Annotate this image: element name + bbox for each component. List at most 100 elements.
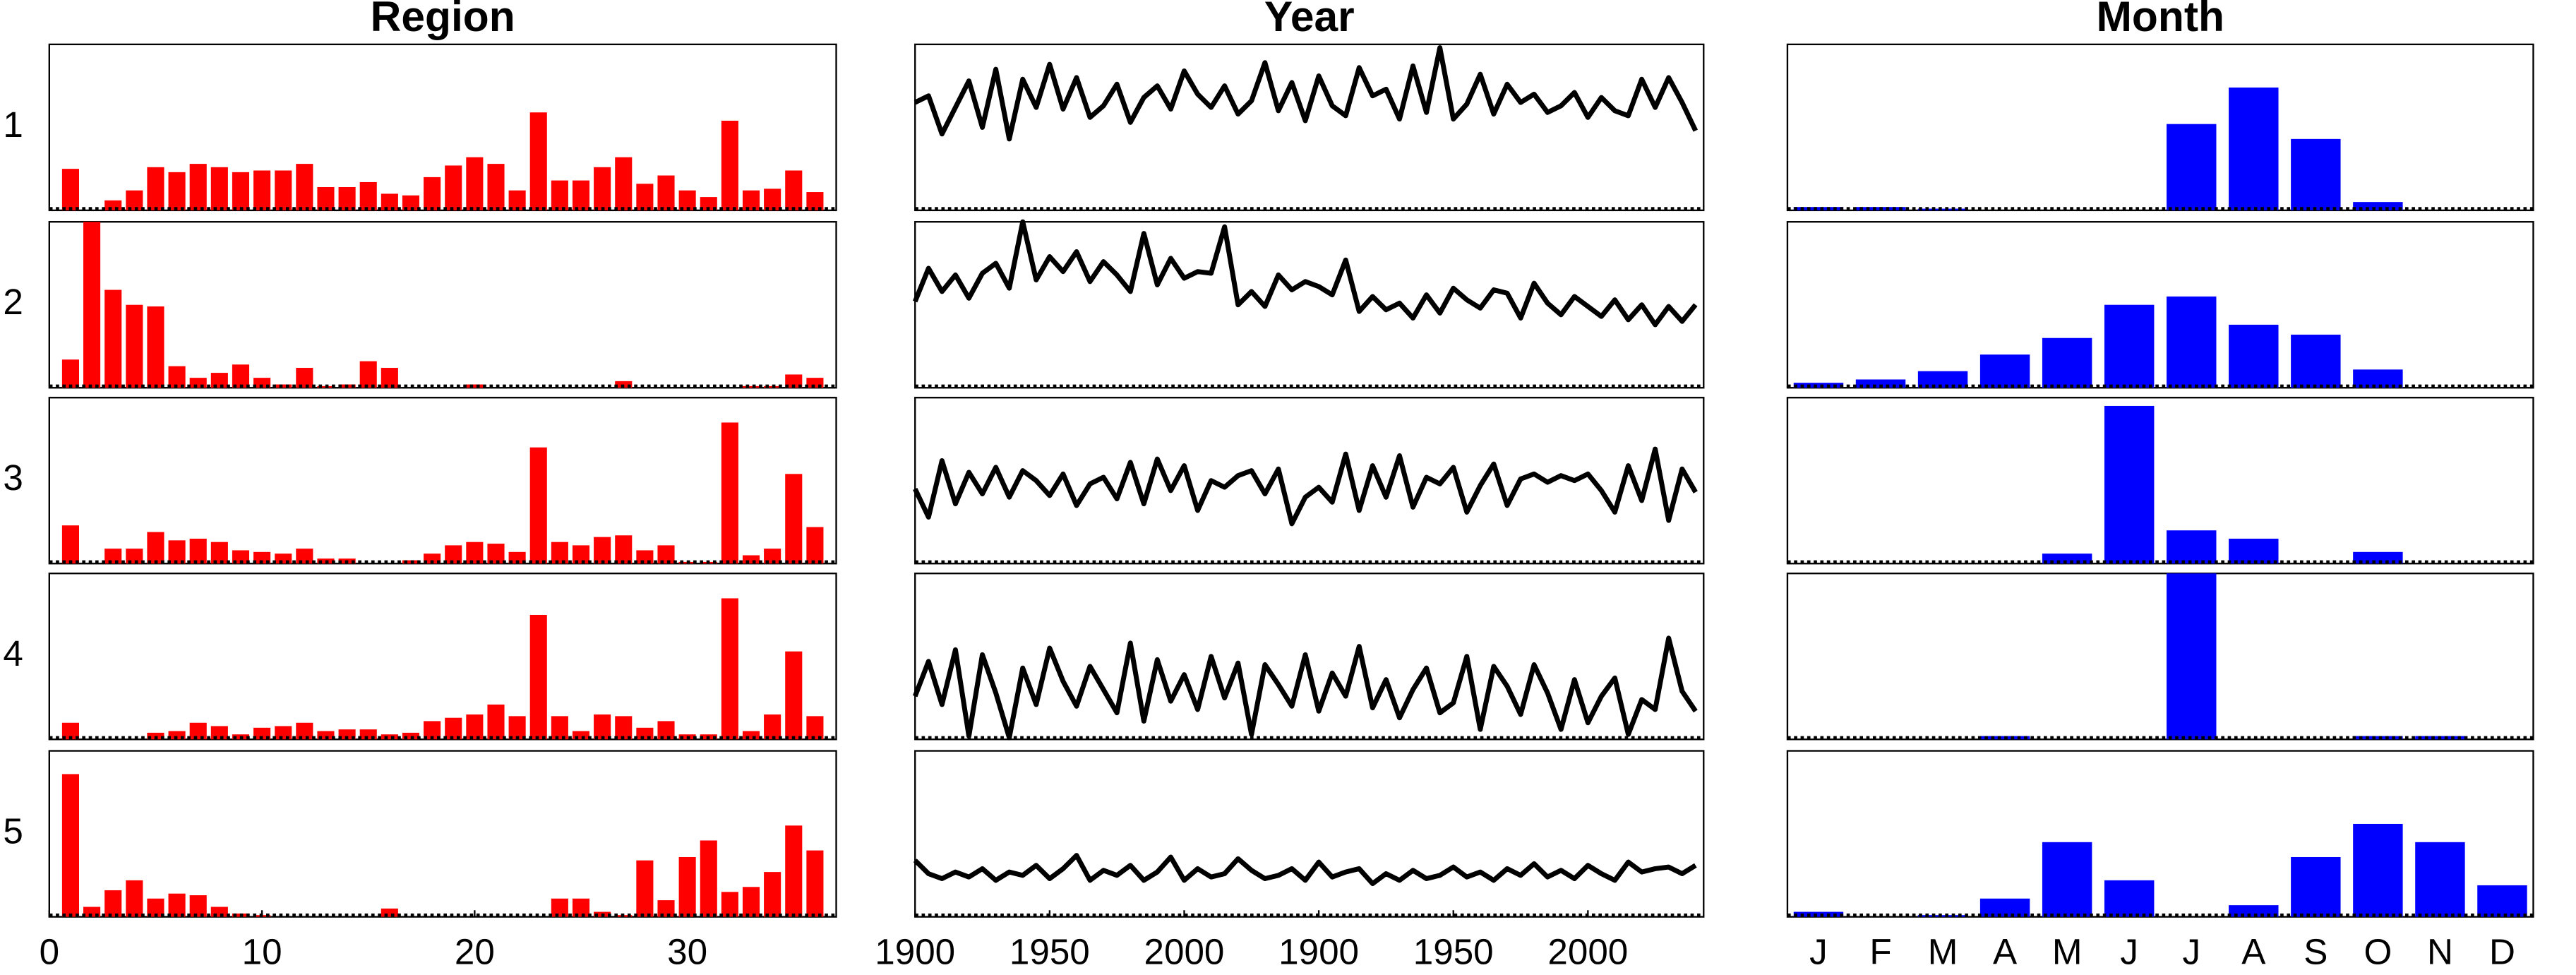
bar <box>529 447 547 564</box>
bar <box>83 222 101 388</box>
bar <box>700 840 717 917</box>
bar <box>2353 736 2403 740</box>
line <box>913 853 1697 887</box>
bar <box>275 554 292 564</box>
x-tick-label: D <box>2489 932 2515 972</box>
bar <box>168 172 186 210</box>
bar <box>402 195 420 210</box>
bar <box>210 726 228 740</box>
bar <box>2104 880 2155 917</box>
bar <box>2167 296 2217 388</box>
panel <box>914 43 1705 212</box>
bar <box>61 525 79 564</box>
bar <box>764 714 781 740</box>
bar <box>104 890 122 917</box>
row-label: 2 <box>3 282 23 322</box>
line <box>912 219 1698 328</box>
bar <box>678 856 696 917</box>
x-tick-label: M <box>1928 932 1958 972</box>
bar <box>1979 354 2030 388</box>
bar <box>742 731 760 740</box>
bar <box>424 554 441 564</box>
x-tick-label: F <box>1869 932 1891 972</box>
bar <box>232 172 250 210</box>
bar <box>1917 371 1968 388</box>
bar <box>1793 911 1844 917</box>
bar <box>657 545 675 564</box>
bar <box>168 366 186 388</box>
bar <box>381 193 398 210</box>
bar <box>232 550 250 564</box>
bar <box>615 716 633 740</box>
bar <box>700 197 717 210</box>
bar <box>296 164 313 210</box>
x-tick-label: 1950 <box>1010 932 1090 972</box>
bar <box>636 550 654 564</box>
bar <box>126 190 143 210</box>
bar <box>61 169 79 210</box>
x-tick-label: O <box>2364 932 2392 972</box>
x-tick-label: N <box>2427 932 2453 972</box>
bar <box>2415 842 2465 917</box>
bar <box>721 422 738 564</box>
bar <box>678 190 696 210</box>
bar <box>636 860 654 917</box>
x-tick-label: 20 <box>455 932 495 972</box>
bar <box>2291 856 2341 917</box>
bar <box>275 170 292 210</box>
bar <box>338 187 356 210</box>
bar <box>508 716 526 740</box>
bar <box>657 721 675 740</box>
line <box>912 635 1698 741</box>
bar <box>572 180 590 210</box>
row-label: 4 <box>3 633 23 674</box>
x-tick-label: 2000 <box>1144 932 1225 972</box>
bar <box>104 289 122 388</box>
bar <box>275 726 292 740</box>
bar <box>572 731 590 740</box>
bar <box>189 164 207 210</box>
bar <box>1917 915 1968 917</box>
bar <box>2167 573 2217 740</box>
panel <box>48 221 837 389</box>
bar <box>615 157 633 210</box>
bar <box>445 165 462 210</box>
bar <box>210 373 228 388</box>
bar <box>317 187 335 210</box>
bar <box>466 384 484 388</box>
bar <box>551 542 568 564</box>
bar <box>275 384 292 388</box>
bar <box>445 717 462 740</box>
bar <box>168 540 186 564</box>
bar <box>806 850 824 917</box>
x-tick-label: 2000 <box>1547 932 1628 972</box>
bar <box>381 908 398 917</box>
bar <box>721 598 738 740</box>
bar <box>338 729 356 740</box>
bar <box>61 722 79 740</box>
row-label: 5 <box>3 811 23 851</box>
bar <box>210 542 228 564</box>
row-label: 1 <box>3 104 23 145</box>
bar <box>2229 538 2279 564</box>
panel <box>1786 397 2534 565</box>
bar <box>2291 138 2341 210</box>
bar <box>551 898 568 917</box>
bar <box>402 732 420 740</box>
bar <box>126 549 143 564</box>
bar <box>636 727 654 740</box>
bar <box>147 732 164 740</box>
bar <box>487 164 505 210</box>
x-tick-label: 10 <box>242 932 282 972</box>
bar <box>1855 379 1906 388</box>
bar <box>785 170 803 210</box>
bar <box>253 170 271 210</box>
bar <box>126 880 143 917</box>
bar <box>764 189 781 210</box>
bar <box>636 184 654 210</box>
bar <box>529 614 547 740</box>
x-tick-label: J <box>2182 932 2200 972</box>
bar <box>551 180 568 210</box>
bar <box>296 549 313 564</box>
